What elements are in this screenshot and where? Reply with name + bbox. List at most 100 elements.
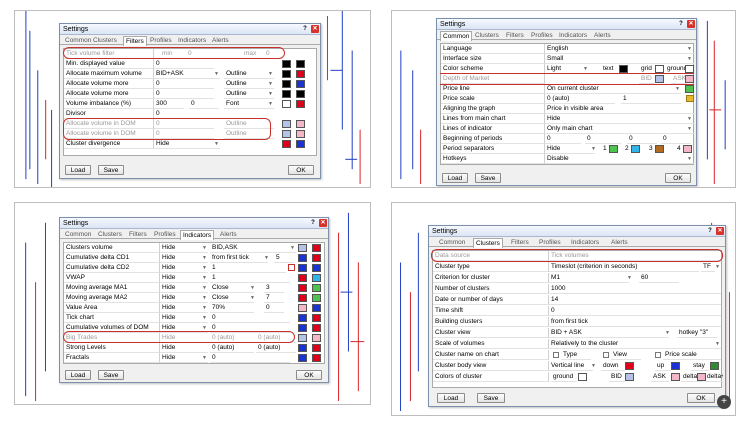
save-button[interactable]: Save — [475, 173, 501, 183]
tab-common[interactable]: Common — [439, 239, 466, 246]
dropdown-arrow-icon[interactable]: ▼ — [583, 66, 588, 72]
tab-profiles[interactable]: Profiles — [154, 231, 176, 238]
dropdown-arrow-icon[interactable]: ▼ — [591, 363, 596, 369]
row-value[interactable]: 0 — [210, 353, 290, 363]
row-value[interactable]: 0 — [545, 134, 581, 144]
row-value[interactable]: Hide — [160, 253, 208, 263]
row-value[interactable]: Hide — [160, 273, 208, 283]
row-value[interactable]: Hide — [160, 313, 208, 323]
dropdown-arrow-icon[interactable]: ▼ — [214, 71, 219, 77]
row-value[interactable]: Font — [224, 99, 274, 109]
row-value[interactable]: On current cluster — [545, 84, 681, 94]
close-icon[interactable]: ✕ — [687, 20, 695, 28]
color-swatch[interactable] — [298, 304, 307, 312]
tab-common[interactable]: Common — [65, 37, 92, 44]
row-value[interactable]: 0 — [154, 59, 214, 69]
load-button[interactable]: Load — [442, 173, 468, 183]
row-value[interactable]: Outline — [224, 129, 274, 139]
row-value[interactable]: 70% — [210, 303, 254, 313]
row-value[interactable]: 0 — [154, 119, 214, 129]
row-value[interactable]: 0 (auto) — [256, 343, 296, 353]
dropdown-arrow-icon[interactable]: ▼ — [202, 245, 207, 251]
dropdown-arrow-icon[interactable]: ▼ — [250, 295, 255, 301]
dropdown-arrow-icon[interactable]: ▼ — [290, 245, 295, 251]
ok-button[interactable]: OK — [296, 370, 322, 380]
row-value[interactable]: 1 — [621, 94, 681, 104]
dropdown-arrow-icon[interactable]: ▼ — [202, 255, 207, 261]
load-button[interactable]: Load — [65, 165, 91, 175]
tab-profiles[interactable]: Profiles — [539, 239, 561, 246]
row-value[interactable]: Outline — [224, 79, 274, 89]
dropdown-arrow-icon[interactable]: ▼ — [264, 255, 269, 261]
row-value[interactable]: 0 — [549, 306, 721, 316]
color-swatch[interactable] — [312, 354, 321, 362]
dropdown-arrow-icon[interactable]: ▼ — [202, 295, 207, 301]
row-value[interactable]: Price in visible area — [545, 104, 695, 114]
color-swatch[interactable] — [282, 140, 291, 148]
save-button[interactable]: Save — [477, 393, 505, 403]
row-value[interactable]: English — [545, 44, 695, 54]
close-icon[interactable]: ✕ — [319, 219, 327, 227]
row-value[interactable]: Hide — [160, 353, 208, 363]
color-swatch[interactable] — [282, 60, 291, 68]
color-swatch[interactable] — [282, 90, 291, 98]
row-value[interactable]: 300 — [154, 99, 184, 109]
color-swatch[interactable] — [282, 80, 291, 88]
row-value[interactable]: Hide — [160, 323, 208, 333]
dropdown-arrow-icon[interactable]: ▼ — [268, 101, 273, 107]
dropdown-arrow-icon[interactable]: ▼ — [687, 126, 692, 132]
color-swatch[interactable] — [282, 100, 291, 108]
row-value[interactable]: 60 — [639, 273, 679, 283]
color-swatch[interactable] — [312, 334, 321, 342]
row-value[interactable]: 0 — [585, 134, 621, 144]
folder-icon[interactable] — [686, 95, 694, 102]
row-value[interactable]: 0 — [210, 313, 290, 323]
row-value[interactable]: Timeslot (criterion in seconds) — [549, 262, 699, 272]
row-value[interactable]: Hide — [160, 293, 208, 303]
tab-common[interactable]: Common — [440, 31, 473, 41]
color-swatch[interactable] — [655, 145, 664, 153]
row-value[interactable]: 0 — [264, 303, 284, 313]
row-value[interactable]: M1 — [549, 273, 629, 283]
color-swatch[interactable] — [578, 373, 587, 381]
row-value[interactable]: Hide — [160, 263, 208, 273]
color-swatch[interactable] — [282, 130, 291, 138]
dropdown-arrow-icon[interactable]: ▼ — [268, 81, 273, 87]
dropdown-arrow-icon[interactable]: ▼ — [214, 141, 219, 147]
color-swatch[interactable] — [312, 314, 321, 322]
row-value[interactable]: 0 — [154, 79, 214, 89]
color-swatch[interactable] — [282, 70, 291, 78]
row-value[interactable]: BID+ASK — [154, 69, 220, 79]
color-swatch[interactable] — [631, 145, 640, 153]
color-swatch[interactable] — [625, 362, 634, 370]
color-swatch[interactable] — [296, 60, 305, 68]
color-swatch[interactable] — [298, 284, 307, 292]
color-swatch[interactable] — [312, 254, 321, 262]
color-swatch[interactable] — [619, 65, 628, 73]
close-icon[interactable]: ✕ — [311, 25, 319, 33]
row-value[interactable]: 1 — [210, 273, 290, 283]
load-button[interactable]: Load — [65, 370, 91, 380]
dropdown-arrow-icon[interactable]: ▼ — [268, 71, 273, 77]
row-value[interactable]: Tick volumes — [549, 251, 721, 261]
color-swatch[interactable] — [312, 264, 321, 272]
color-swatch[interactable] — [298, 334, 307, 342]
row-value[interactable]: Outline — [224, 69, 274, 79]
color-swatch[interactable] — [312, 294, 321, 302]
row-value[interactable]: Close — [210, 293, 254, 303]
color-swatch[interactable] — [312, 274, 321, 282]
row-value[interactable]: 1000 — [549, 284, 721, 294]
tab-alerts[interactable]: Alerts — [212, 37, 229, 44]
color-swatch[interactable] — [298, 314, 307, 322]
color-swatch[interactable] — [685, 75, 694, 83]
color-swatch[interactable] — [312, 324, 321, 332]
tab-clusters[interactable]: Clusters — [475, 32, 499, 39]
dropdown-arrow-icon[interactable]: ▼ — [687, 156, 692, 162]
color-swatch[interactable] — [312, 244, 321, 252]
color-swatch[interactable] — [685, 65, 694, 73]
color-swatch[interactable] — [298, 324, 307, 332]
save-button[interactable]: Save — [98, 165, 124, 175]
zoom-in-icon[interactable]: + — [717, 395, 731, 409]
color-swatch[interactable] — [298, 264, 307, 272]
row-value[interactable]: 5 — [274, 253, 294, 263]
